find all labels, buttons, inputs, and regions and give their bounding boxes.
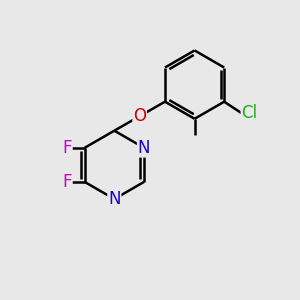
Text: N: N bbox=[108, 190, 121, 208]
Text: F: F bbox=[62, 173, 72, 191]
Text: F: F bbox=[62, 139, 72, 157]
Text: Cl: Cl bbox=[242, 104, 257, 122]
Text: O: O bbox=[133, 107, 146, 125]
Text: N: N bbox=[138, 139, 150, 157]
